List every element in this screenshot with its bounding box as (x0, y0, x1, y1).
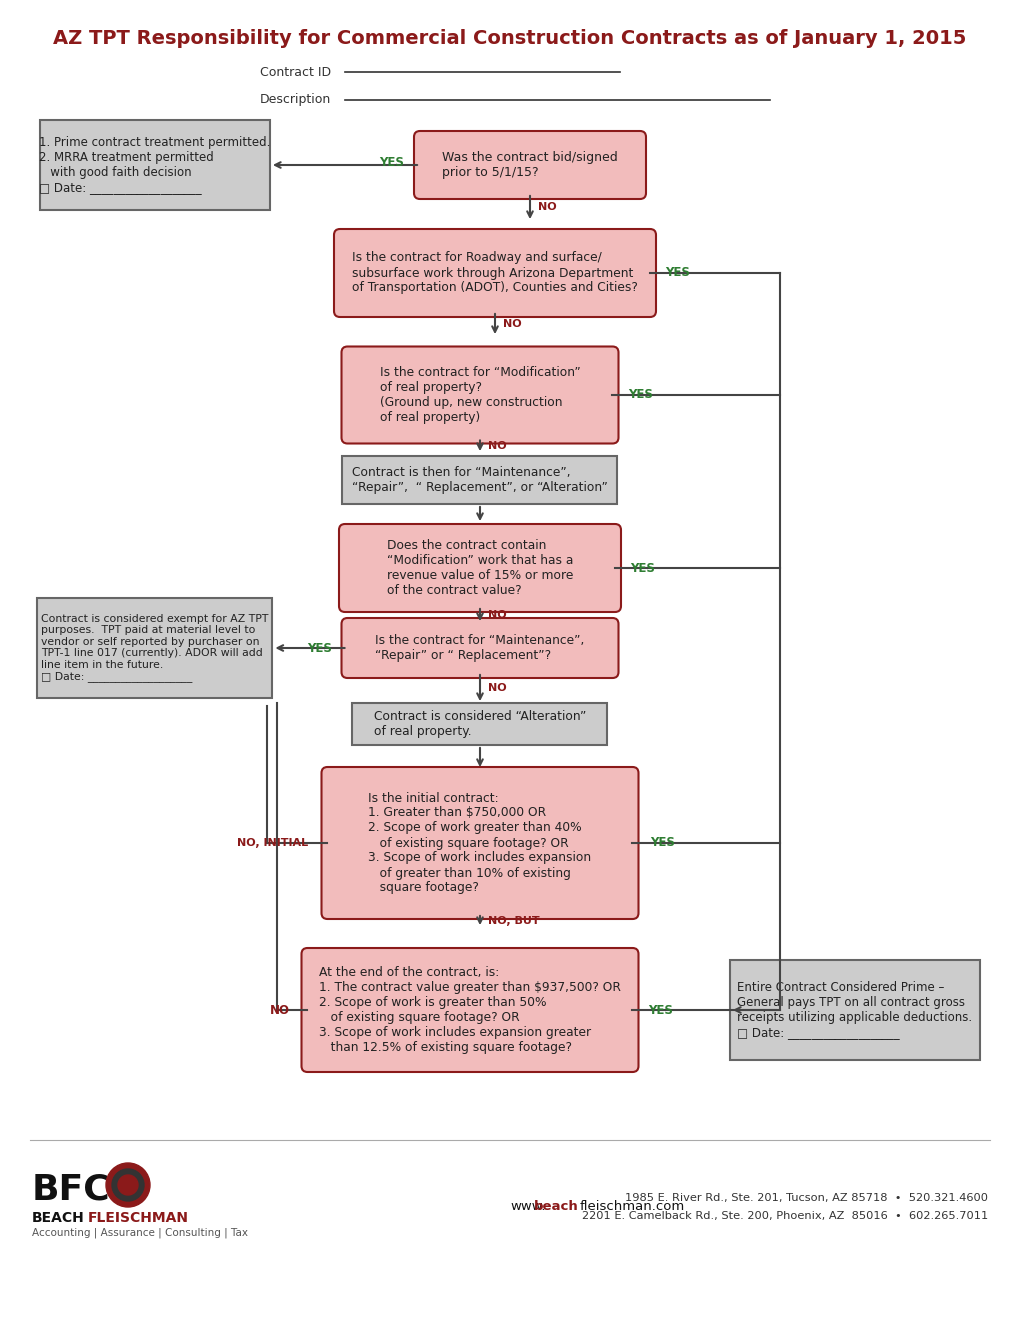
Bar (40, 120, 270, 210)
Text: 1. Prime contract treatment permitted.
2. MRRA treatment permitted
   with good : 1. Prime contract treatment permitted. 2… (40, 136, 270, 194)
Text: fleischman.com: fleischman.com (580, 1200, 685, 1213)
FancyBboxPatch shape (341, 346, 618, 444)
Text: NO: NO (502, 319, 521, 329)
Text: BFC: BFC (32, 1173, 110, 1206)
Text: NO: NO (269, 1003, 289, 1016)
Text: Contract is considered exempt for AZ TPT
purposes.  TPT paid at material level t: Contract is considered exempt for AZ TPT… (42, 614, 268, 682)
Circle shape (106, 1163, 150, 1206)
Text: YES: YES (647, 1003, 673, 1016)
Text: Is the contract for “Maintenance”,
“Repair” or “ Replacement”?: Is the contract for “Maintenance”, “Repa… (375, 634, 584, 663)
FancyBboxPatch shape (333, 228, 655, 317)
Text: NO, BUT: NO, BUT (487, 916, 539, 925)
FancyBboxPatch shape (414, 131, 645, 199)
Text: NO: NO (487, 610, 506, 620)
FancyBboxPatch shape (341, 618, 618, 678)
Bar (353, 704, 607, 744)
Text: Is the initial contract:
1. Greater than $750,000 OR
2. Scope of work greater th: Is the initial contract: 1. Greater than… (368, 792, 591, 895)
FancyBboxPatch shape (321, 767, 638, 919)
Text: Does the contract contain
“Modification” work that has a
revenue value of 15% or: Does the contract contain “Modification”… (386, 539, 573, 597)
Text: NO: NO (487, 682, 506, 693)
Text: NO: NO (537, 202, 556, 213)
Text: At the end of the contract, is:
1. The contract value greater than $937,500? OR
: At the end of the contract, is: 1. The c… (319, 966, 621, 1053)
FancyBboxPatch shape (302, 948, 638, 1072)
Text: YES: YES (379, 156, 405, 169)
Bar (342, 455, 616, 504)
Circle shape (112, 1170, 144, 1201)
Text: 1985 E. River Rd., Ste. 201, Tucson, AZ 85718  •  520.321.4600: 1985 E. River Rd., Ste. 201, Tucson, AZ … (625, 1193, 987, 1203)
Text: BEACH: BEACH (32, 1210, 85, 1225)
Text: FLEISCHMAN: FLEISCHMAN (88, 1210, 189, 1225)
Text: Description: Description (260, 94, 331, 107)
Text: YES: YES (628, 388, 652, 401)
Bar (730, 960, 979, 1060)
Text: Is the contract for Roadway and surface/
subsurface work through Arizona Departm: Is the contract for Roadway and surface/… (352, 252, 637, 294)
Text: 2201 E. Camelback Rd., Ste. 200, Phoenix, AZ  85016  •  602.265.7011: 2201 E. Camelback Rd., Ste. 200, Phoenix… (581, 1210, 987, 1221)
FancyBboxPatch shape (338, 524, 621, 612)
Text: Is the contract for “Modification”
of real property?
(Ground up, new constructio: Is the contract for “Modification” of re… (379, 366, 580, 424)
Text: Entire Contract Considered Prime –
General pays TPT on all contract gross
receip: Entire Contract Considered Prime – Gener… (737, 981, 971, 1039)
Text: YES: YES (665, 267, 690, 280)
Text: Contract is considered “Alteration”
of real property.: Contract is considered “Alteration” of r… (373, 710, 586, 738)
Text: beach: beach (534, 1200, 578, 1213)
Text: NO, INITIAL: NO, INITIAL (236, 838, 308, 847)
Circle shape (118, 1175, 138, 1195)
Text: NO: NO (487, 441, 506, 450)
Text: YES: YES (307, 642, 331, 655)
Text: Contract ID: Contract ID (260, 66, 331, 78)
Text: Contract is then for “Maintenance”,
“Repair”,  “ Replacement”, or “Alteration”: Contract is then for “Maintenance”, “Rep… (352, 466, 607, 494)
Bar (38, 598, 272, 698)
Text: YES: YES (630, 561, 655, 574)
Text: Was the contract bid/signed
prior to 5/1/15?: Was the contract bid/signed prior to 5/1… (441, 150, 618, 180)
Text: Accounting | Assurance | Consulting | Tax: Accounting | Assurance | Consulting | Ta… (32, 1228, 248, 1238)
Text: AZ TPT Responsibility for Commercial Construction Contracts as of January 1, 201: AZ TPT Responsibility for Commercial Con… (53, 29, 966, 48)
Text: www.: www. (510, 1200, 545, 1213)
Text: YES: YES (649, 837, 675, 850)
